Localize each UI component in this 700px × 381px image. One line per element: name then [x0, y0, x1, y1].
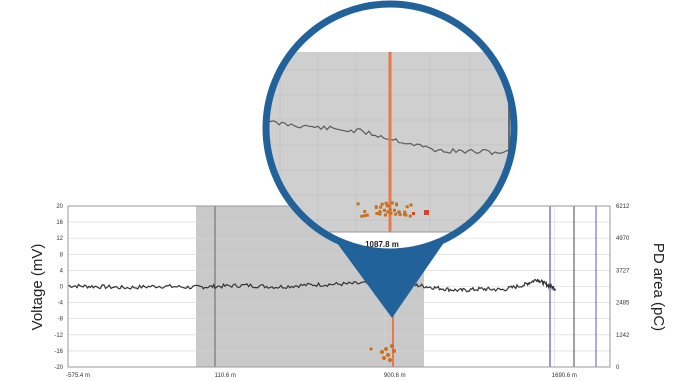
zoom-pd-point [360, 214, 364, 218]
zoom-pd-point [398, 213, 402, 217]
y-tick-label: 4 [60, 268, 64, 274]
zoom-pd-point [397, 210, 401, 214]
y-tick-label: 16 [56, 220, 63, 226]
x-tick-label: -575.4 m [66, 373, 90, 379]
zoom-pd-point [408, 214, 412, 218]
pd-event-point [382, 356, 386, 360]
zoom-pd-point [403, 210, 407, 214]
y2-tick-label: 4970 [616, 236, 630, 242]
pd-event-point [390, 344, 394, 348]
zoom-pd-point [365, 213, 369, 217]
zoom-pd-point [387, 203, 390, 207]
zoom-pd-point [388, 208, 392, 212]
pd-event-point [369, 347, 373, 351]
zoom-marker-label: 1087.8 m [365, 240, 399, 249]
pd-events [369, 344, 396, 362]
zoom-pd-point [395, 203, 398, 207]
zoom-pd-point [383, 208, 386, 212]
zoom-pd-point [405, 205, 409, 209]
y-tick-label: -16 [54, 349, 63, 355]
y-tick-label: 8 [60, 252, 64, 258]
zoom-pd-point [363, 214, 367, 218]
x-tick-label: 900.6 m [384, 373, 406, 379]
pd-event-point [388, 358, 392, 362]
y2-axis-label: PD area (pC) [650, 243, 667, 331]
y-tick-label: -12 [54, 333, 63, 339]
zoom-pd-point [409, 203, 413, 207]
zoom-frame [262, 0, 518, 256]
zoom-pd-point [386, 210, 390, 214]
y-axis-ticks: 20 16 12 8 4 0 -4 -8 -12 -16 -20 [54, 204, 63, 371]
zoom-pd-point [404, 213, 408, 217]
x-tick-label: 1690.6 m [552, 373, 577, 379]
zoom-pd-point [378, 210, 382, 214]
x-tick-label: 110.6 m [215, 373, 236, 379]
x-axis-ticks: -575.4 m 110.6 m 900.6 m 1690.6 m [66, 373, 577, 379]
zoom-pd-point [393, 208, 396, 212]
zoom-pd-point [363, 210, 367, 213]
pd-event-point [392, 349, 396, 353]
y-tick-label: -4 [58, 301, 64, 307]
zoom-pd-point [375, 212, 379, 215]
pd-event-point [386, 353, 390, 357]
y-tick-label: 0 [60, 285, 64, 291]
y2-tick-label: 1242 [616, 333, 630, 339]
y2-tick-label: 2485 [616, 301, 630, 307]
pd-event-point [384, 347, 388, 351]
zoom-callout: 1087.8 m [262, 0, 518, 256]
y-tick-label: -20 [54, 365, 63, 371]
zoom-pd-point [390, 201, 394, 205]
zoom-pd-point [379, 205, 383, 209]
zoom-pd-point [389, 211, 393, 215]
zoom-pd-point [384, 201, 388, 205]
pd-event-point [380, 350, 384, 354]
y-tick-label: -8 [58, 317, 64, 323]
zoom-pd-point [424, 210, 429, 215]
zoom-pd-point [356, 202, 360, 206]
zoom-pd-point [378, 212, 382, 216]
y-tick-label: 20 [56, 204, 63, 210]
y2-axis-ticks: 6212 4970 3727 2485 1242 0 [616, 204, 630, 371]
y2-tick-label: 6212 [616, 204, 630, 210]
zoom-pd-point [383, 213, 387, 217]
zoom-pd-point [394, 212, 398, 216]
y2-tick-label: 0 [616, 365, 620, 371]
y2-tick-label: 3727 [616, 268, 630, 274]
y-tick-label: 12 [56, 236, 63, 242]
zoom-pd-point [380, 202, 384, 206]
y-axis-label: Voltage (mV) [29, 244, 46, 331]
zoom-pd-point [374, 205, 378, 209]
zoom-pd-events [356, 201, 429, 218]
zoom-pd-point [412, 212, 415, 215]
